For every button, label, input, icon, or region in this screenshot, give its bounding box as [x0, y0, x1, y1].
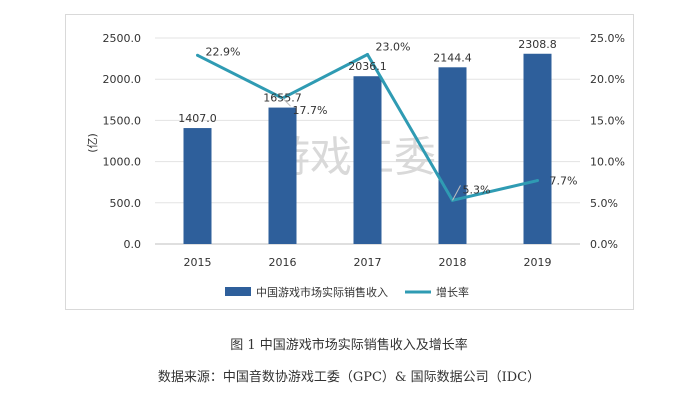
chart-frame: [65, 14, 634, 310]
bar-value-label: 1655.7: [263, 92, 302, 105]
legend-swatch-bar: [225, 287, 251, 296]
y-tick-label: 1500.0: [103, 114, 142, 127]
growth-value-label: 5.3%: [463, 183, 491, 196]
figure-caption: 图 1 中国游戏市场实际销售收入及增长率: [230, 338, 468, 353]
bar-value-label: 2036.1: [348, 60, 387, 73]
leader-line: [452, 185, 461, 201]
growth-value-label: 22.9%: [206, 45, 241, 58]
bar-value-label: 1407.0: [178, 112, 217, 125]
bar-2018: [438, 67, 467, 244]
growth-value-label: 7.7%: [550, 175, 578, 188]
growth-value-label: 17.7%: [293, 104, 328, 117]
legend-label-bar: 中国游戏市场实际销售收入: [256, 285, 388, 299]
growth-point-2019: [536, 179, 539, 183]
gridlines: [155, 37, 580, 245]
y2-tick-label: 25.0%: [590, 32, 625, 45]
chart-svg: 游戏工委 1407.01655.72036.12144.42308.822.9%…: [86, 32, 625, 299]
y2-tick-label: 10.0%: [590, 156, 625, 169]
legend-label-line: 增长率: [436, 285, 469, 299]
y2-tick-label: 5.0%: [590, 197, 618, 210]
bar-2016: [268, 107, 297, 245]
y-axis-label: (亿): [86, 133, 99, 153]
bar-value-label: 2144.4: [433, 51, 472, 64]
y-tick-label: 1000.0: [103, 156, 142, 169]
y2-tick-label: 15.0%: [590, 114, 625, 127]
y-tick-label: 500.0: [110, 197, 142, 210]
bar-2019: [523, 53, 552, 244]
y2-tick-label: 0.0%: [590, 238, 618, 251]
x-tick-label: 2018: [439, 256, 467, 269]
bar-series: [183, 53, 552, 245]
growth-value-label: 23.0%: [376, 40, 411, 53]
growth-point-2017: [366, 52, 369, 56]
x-tick-label: 2019: [524, 256, 552, 269]
axes: 0.0 500.0 1000.0 1500.0 2000.0 2500.0 0.0% 5.0%…: [86, 32, 625, 269]
y-tick-label: 2000.0: [103, 73, 142, 86]
y-tick-label: 0.0: [124, 238, 142, 251]
data-labels: 1407.0 1655.7 2036.1 2144.4 2308.8 22.9% 17.7%…: [178, 38, 577, 201]
y-tick-label: 2500.0: [103, 32, 142, 45]
growth-point-2015: [196, 53, 199, 57]
bar-2017: [353, 76, 382, 244]
x-tick-label: 2017: [354, 256, 382, 269]
source-caption: 数据来源：中国音数协游戏工委（GPC）& 国际数据公司（IDC）: [157, 370, 541, 385]
bar-2015: [183, 128, 212, 244]
leader-line: [282, 97, 291, 107]
x-tick-label: 2015: [184, 256, 212, 269]
y2-tick-label: 20.0%: [590, 73, 625, 86]
bar-value-label: 2308.8: [518, 38, 557, 51]
legend: 中国游戏市场实际销售收入 增长率: [225, 285, 469, 299]
x-tick-label: 2016: [269, 256, 297, 269]
